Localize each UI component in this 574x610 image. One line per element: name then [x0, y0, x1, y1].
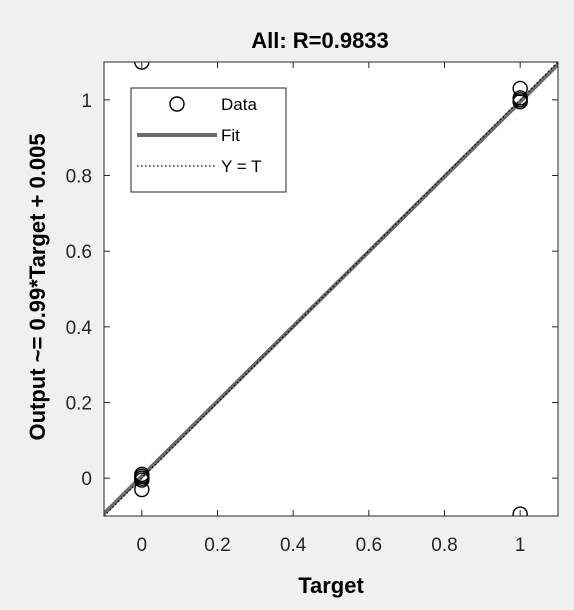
legend-label: Fit: [221, 126, 240, 145]
chart-title: All: R=0.9833: [251, 28, 389, 53]
axes-box: [103, 61, 559, 517]
x-tick-label: 0.6: [356, 535, 382, 556]
legend-label: Y = T: [221, 157, 261, 176]
x-tick-label: 1: [515, 535, 526, 556]
data-point: [512, 94, 528, 110]
identity-line: [104, 62, 558, 516]
y-tick-label: 0.8: [66, 167, 92, 188]
legend-box: [130, 87, 287, 193]
x-tick-label: 0.8: [431, 535, 457, 556]
y-tick-label: 1: [81, 91, 92, 112]
x-tick-label: 0.4: [280, 535, 307, 556]
legend: Data Fit Y = T: [130, 87, 287, 193]
y-axis-label: Output ~= 0.99*Target + 0.005: [25, 133, 50, 440]
x-tick-label: 0.2: [204, 535, 230, 556]
y-tick-label: 0: [81, 469, 92, 490]
data-point: [512, 80, 528, 97]
axes-layer: 0 0.2 0.4 0.6 0.8 1 0 0.2 0.4 0.6 0.8 1: [66, 61, 559, 556]
y-tick-label: 0.4: [66, 318, 93, 339]
y-tick-label: 0.2: [66, 394, 92, 415]
data-point: [512, 506, 528, 516]
data-point: [134, 472, 150, 488]
series-layer: [104, 62, 558, 516]
data-point: [134, 62, 150, 70]
legend-data-marker: [169, 96, 185, 112]
legend-label: Data: [221, 95, 257, 114]
x-tick-label: 0: [137, 535, 148, 556]
x-axis-label: Target: [298, 573, 364, 598]
y-tick-label: 0.6: [66, 242, 92, 263]
data-point: [134, 481, 150, 498]
